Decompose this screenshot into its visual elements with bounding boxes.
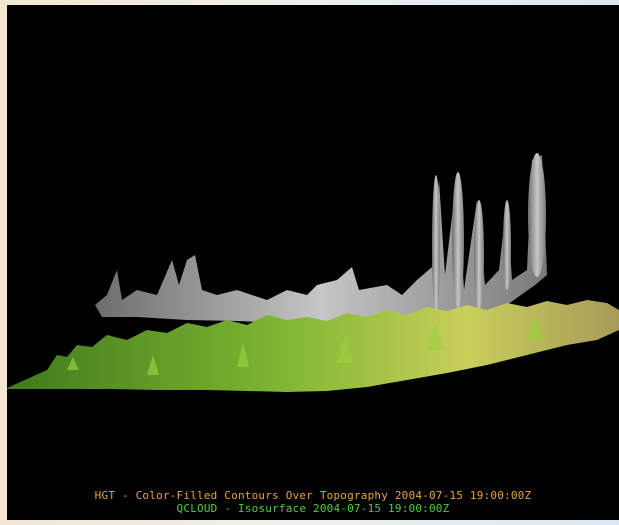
- peak: [237, 343, 249, 367]
- peak: [427, 323, 443, 350]
- scene: [7, 153, 619, 392]
- caption: HGT - Color-Filled Contours Over Topogra…: [94, 489, 532, 502]
- terrain-peaks: [67, 313, 543, 375]
- cloud-tower: [528, 153, 546, 277]
- cloud-tower: [452, 172, 464, 308]
- terrain: [7, 300, 619, 392]
- cloud-tower: [474, 200, 484, 310]
- cloud-isosurface: [95, 153, 547, 327]
- peak: [527, 313, 543, 340]
- cloud-tower: [503, 200, 511, 290]
- peak: [147, 355, 159, 375]
- caption: QCLOUD - Isosurface 2004-07-15 19:00:00Z: [176, 502, 450, 515]
- peak: [337, 335, 353, 363]
- peak: [67, 357, 79, 370]
- render-view: HGT - Color-Filled Contours Over Topogra…: [7, 5, 619, 520]
- cloud-tower: [432, 175, 440, 315]
